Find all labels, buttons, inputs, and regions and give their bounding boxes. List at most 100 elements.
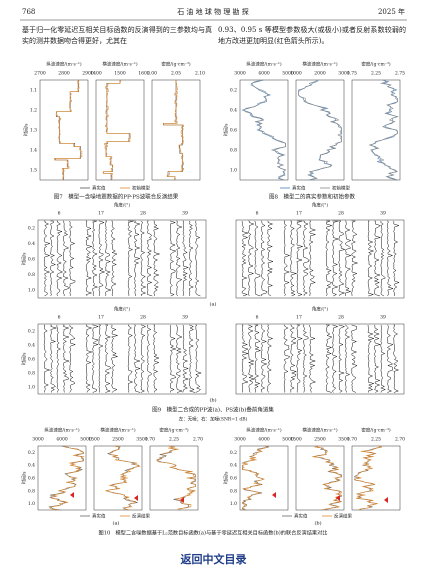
seismic-trace	[69, 324, 77, 393]
seismic-trace	[111, 220, 118, 297]
seismic-trace	[302, 220, 310, 297]
seismic-trace	[248, 220, 255, 297]
tick-label: 5000	[282, 71, 294, 77]
tick-label: 2800	[58, 71, 70, 77]
panel-frame	[295, 445, 345, 511]
seismic-trace	[140, 324, 147, 393]
seismic-trace	[69, 220, 76, 297]
true-curve	[105, 445, 141, 511]
panel-frame	[235, 219, 405, 299]
left-paragraph: 基于归一化零延迟互相关目标函数的反演得到的三参数均与真实的测井数据吻合得更好，尤…	[22, 26, 212, 45]
tick-label: 0.4	[28, 343, 35, 349]
seismic-trace	[104, 324, 112, 393]
panel-frame	[351, 79, 401, 181]
seismic-trace	[153, 220, 161, 297]
seismic-trace	[195, 220, 201, 297]
axis-label: 时间/s	[21, 352, 28, 366]
tick-label: 0.2	[28, 450, 35, 456]
seismic-trace	[111, 324, 119, 393]
tick-label: 6	[256, 211, 259, 217]
tick-label: 1600	[138, 71, 150, 77]
axis-label: 横波速度/(m·s⁻¹)	[302, 61, 337, 68]
seismic-trace	[153, 324, 160, 393]
panel-frame	[295, 79, 345, 181]
figure-caption: 图9 模型二合成的PP波(a)、PS波(b)叠前角道集	[152, 406, 274, 414]
seismic-trace	[188, 220, 194, 297]
journal-name: 石 油 地 球 物 理 勘 探	[177, 7, 249, 16]
seismic-trace	[247, 324, 256, 393]
tick-label: 17	[98, 211, 104, 217]
tick-label: 1.70	[347, 437, 357, 443]
tick-label: 2.05	[171, 71, 181, 77]
tick-label: 2.70	[193, 437, 203, 443]
panel-frame	[39, 79, 89, 181]
legend-text: 真实值	[292, 185, 306, 192]
tick-label: 4000	[56, 437, 68, 443]
seismic-trace	[283, 324, 291, 393]
seismic-trace	[344, 324, 351, 393]
seismic-trace	[351, 220, 359, 297]
axis-label: 密度/(g·cm⁻³)	[361, 61, 391, 68]
seismic-trace	[50, 324, 58, 393]
tick-label: 0.4	[28, 241, 35, 247]
seismic-trace	[325, 324, 333, 393]
seismic-trace	[140, 220, 147, 297]
seismic-trace	[260, 220, 268, 297]
seismic-trace	[351, 324, 358, 393]
axis-label: 纵波速度/(m·s⁻¹)	[44, 427, 79, 434]
panel-frame	[351, 445, 401, 511]
tick-label: 0.2	[28, 329, 35, 335]
seismic-trace	[393, 324, 400, 393]
tick-label: 2900	[82, 71, 94, 77]
true-curve	[156, 445, 196, 511]
seismic-trace	[332, 220, 340, 297]
seismic-trace	[338, 220, 346, 297]
seismic-trace	[344, 220, 352, 297]
seismic-trace	[182, 324, 190, 393]
model-curve	[156, 445, 197, 511]
axis-label: 纵波速度/(m·s⁻¹)	[246, 61, 281, 68]
tick-label: 1.0	[28, 385, 35, 391]
panel-frame	[239, 79, 289, 181]
tick-label: 39	[380, 211, 386, 217]
seismic-trace	[62, 324, 70, 393]
true-curve	[370, 79, 399, 181]
tick-label: 5000	[80, 437, 92, 443]
seismic-trace	[50, 220, 57, 297]
tick-label: 1.3	[30, 128, 37, 134]
seismic-trace	[386, 324, 394, 393]
seismic-trace	[254, 324, 262, 393]
tick-label: 1.75	[347, 71, 357, 77]
axis-label: 角度/(°)	[312, 306, 329, 313]
model-curve	[241, 445, 268, 511]
tick-label: 28	[140, 315, 146, 321]
seismic-trace	[296, 324, 304, 393]
seismic-trace	[367, 220, 375, 297]
tick-label: 1.1	[30, 88, 37, 94]
model-curve	[48, 445, 85, 511]
tick-label: 0.8	[28, 488, 35, 494]
tick-label: 6	[58, 315, 61, 321]
seismic-trace	[43, 220, 51, 297]
tick-label: 2500	[314, 437, 326, 443]
seismic-trace	[92, 220, 99, 297]
axis-label: 横波速度/(m·s⁻¹)	[302, 427, 337, 434]
red-arrow	[384, 497, 388, 503]
tick-label: 2.10	[195, 71, 205, 77]
tick-label: 2.25	[169, 437, 179, 443]
tick-label: 3000	[32, 437, 44, 443]
seismic-trace	[283, 220, 291, 297]
model-curve	[243, 79, 287, 181]
seismic-trace	[134, 324, 141, 393]
axis-label: 时间/s	[21, 252, 28, 266]
true-curve	[241, 445, 269, 511]
tick-label: 1500	[88, 437, 100, 443]
panel-frame	[93, 445, 143, 511]
legend-text: 反演结果	[334, 513, 352, 520]
sub-label: (b)	[209, 397, 216, 404]
tick-label: 1.4	[30, 148, 37, 154]
true-curve	[298, 79, 342, 181]
back-to-contents-link[interactable]: 返回中文目录	[180, 553, 247, 566]
seismic-trace	[241, 220, 249, 297]
